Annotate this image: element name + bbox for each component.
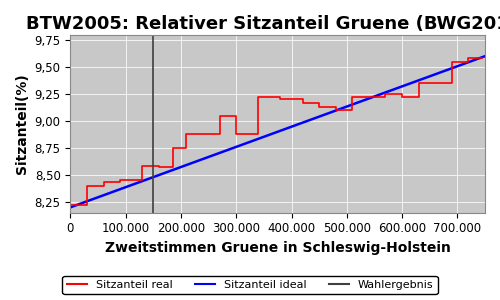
Sitzanteil real bbox=[216, 114, 222, 117]
Sitzanteil real bbox=[316, 101, 322, 104]
Line: Sitzanteil real: Sitzanteil real bbox=[70, 58, 482, 205]
Sitzanteil real bbox=[366, 95, 372, 99]
Sitzanteil real bbox=[382, 95, 388, 99]
Sitzanteil real bbox=[100, 184, 106, 188]
Sitzanteil real bbox=[300, 98, 306, 101]
Sitzanteil real bbox=[184, 146, 190, 150]
Sitzanteil real bbox=[68, 203, 73, 207]
Sitzanteil real bbox=[117, 178, 123, 182]
Sitzanteil real bbox=[332, 105, 338, 109]
Sitzanteil real bbox=[117, 181, 123, 184]
Sitzanteil real bbox=[184, 132, 190, 136]
Sitzanteil real bbox=[156, 166, 162, 169]
Sitzanteil real bbox=[198, 132, 203, 136]
Sitzanteil real bbox=[300, 101, 306, 104]
X-axis label: Zweitstimmen Gruene in Schleswig-Holstein: Zweitstimmen Gruene in Schleswig-Holstei… bbox=[105, 241, 451, 255]
Sitzanteil real bbox=[432, 81, 438, 85]
Sitzanteil real bbox=[84, 184, 90, 188]
Sitzanteil real bbox=[399, 95, 405, 99]
Sitzanteil real bbox=[449, 81, 455, 85]
Sitzanteil real bbox=[140, 164, 145, 168]
Sitzanteil real bbox=[449, 60, 455, 63]
Sitzanteil real bbox=[100, 181, 106, 184]
Sitzanteil real bbox=[466, 56, 471, 60]
Sitzanteil real bbox=[316, 105, 322, 109]
Sitzanteil real bbox=[278, 98, 283, 101]
Sitzanteil real bbox=[416, 81, 422, 85]
Sitzanteil real bbox=[332, 108, 338, 112]
Y-axis label: Sitzanteil(%): Sitzanteil(%) bbox=[15, 73, 29, 174]
Sitzanteil real bbox=[140, 178, 145, 182]
Sitzanteil real bbox=[416, 95, 422, 99]
Sitzanteil real bbox=[432, 81, 438, 85]
Sitzanteil real bbox=[170, 146, 175, 150]
Sitzanteil real bbox=[382, 92, 388, 96]
Title: BTW2005: Relativer Sitzanteil Gruene (BWG2011): BTW2005: Relativer Sitzanteil Gruene (BW… bbox=[26, 15, 500, 33]
Sitzanteil real bbox=[256, 95, 262, 99]
Sitzanteil real bbox=[399, 92, 405, 96]
Sitzanteil real bbox=[366, 95, 372, 99]
Sitzanteil real bbox=[198, 132, 203, 136]
Sitzanteil real bbox=[350, 108, 356, 112]
Sitzanteil real bbox=[216, 132, 222, 136]
Sitzanteil real bbox=[84, 203, 90, 207]
Sitzanteil real bbox=[233, 132, 239, 136]
Sitzanteil real bbox=[233, 114, 239, 117]
Sitzanteil real bbox=[256, 132, 262, 136]
Sitzanteil real bbox=[350, 95, 356, 99]
Sitzanteil real bbox=[156, 164, 162, 168]
Sitzanteil real bbox=[466, 60, 471, 63]
Sitzanteil real bbox=[170, 166, 175, 169]
Sitzanteil real bbox=[278, 95, 283, 99]
Sitzanteil real bbox=[479, 56, 485, 60]
Legend: Sitzanteil real, Sitzanteil ideal, Wahlergebnis: Sitzanteil real, Sitzanteil ideal, Wahle… bbox=[62, 276, 438, 294]
